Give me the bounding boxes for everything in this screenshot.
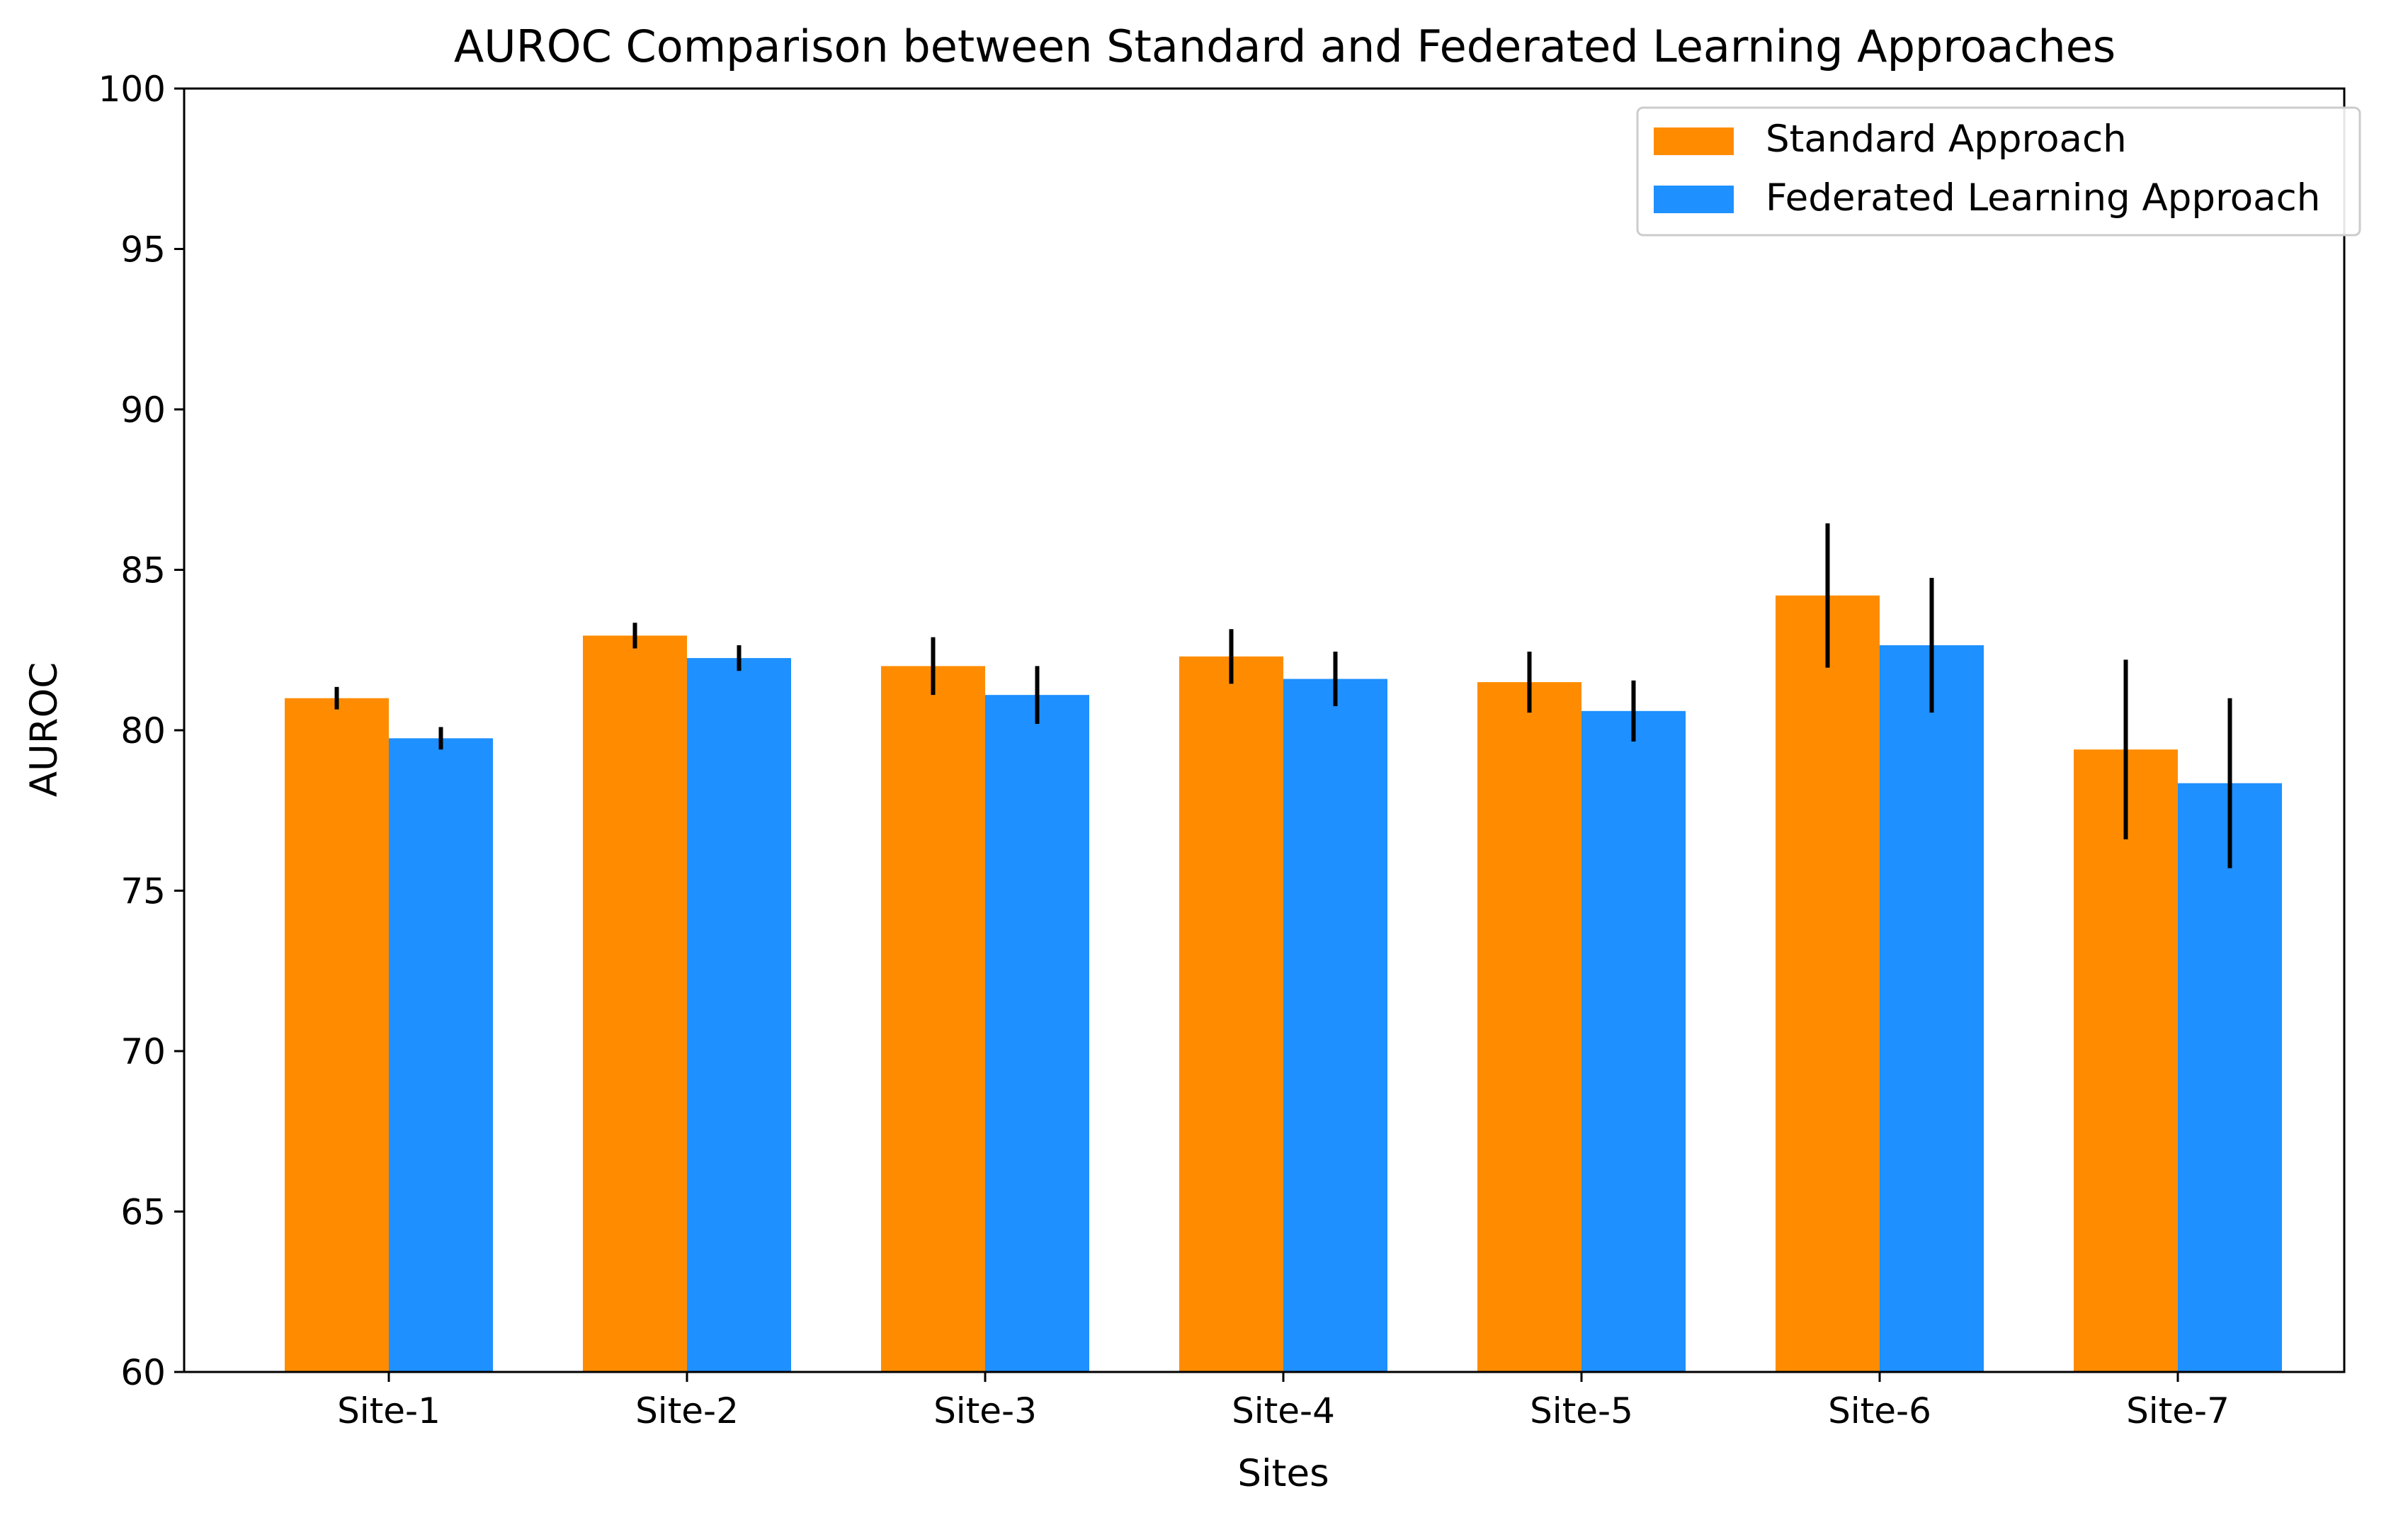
bar-federated-3 (985, 695, 1089, 1372)
legend: Standard Approach Federated Learning App… (1636, 106, 2361, 237)
bar-standard-6 (1776, 595, 1880, 1372)
legend-swatch-standard (1654, 127, 1734, 155)
y-tick-label: 65 (120, 1192, 166, 1233)
bar-federated-5 (1581, 710, 1686, 1372)
bar-federated-7 (2178, 783, 2282, 1372)
x-axis-ticks: Site-1 Site-2 Site-3 Site-4 Site-5 Site-6 Site… (337, 1372, 2230, 1431)
x-tick-label: Site-3 (933, 1390, 1037, 1431)
legend-label-standard: Standard Approach (1766, 118, 2127, 161)
bar-federated-4 (1283, 679, 1387, 1372)
y-tick-label: 100 (98, 69, 166, 110)
y-tick-label: 90 (120, 390, 166, 431)
plot-area (285, 523, 2282, 1372)
bar-federated-1 (389, 738, 493, 1372)
y-tick-label: 75 (120, 871, 166, 912)
bar-federated-6 (1880, 645, 1984, 1372)
y-tick-label: 60 (120, 1352, 166, 1393)
legend-label-federated: Federated Learning Approach (1766, 176, 2320, 220)
x-tick-label: Site-1 (337, 1390, 441, 1431)
x-tick-label: Site-2 (635, 1390, 739, 1431)
x-tick-label: Site-7 (2126, 1390, 2230, 1431)
chart-title: AUROC Comparison between Standard and Fe… (454, 21, 2115, 72)
y-tick-label: 80 (120, 710, 166, 752)
bar-standard-2 (583, 635, 687, 1372)
bar-standard-5 (1477, 682, 1581, 1372)
bar-standard-1 (285, 698, 389, 1372)
bar-federated-2 (687, 658, 791, 1372)
bar-standard-4 (1179, 656, 1283, 1372)
x-tick-label: Site-6 (1828, 1390, 1931, 1431)
x-axis-label: Sites (1237, 1452, 1329, 1495)
bar-standard-3 (881, 666, 985, 1372)
y-axis-ticks: 60 65 70 75 80 85 90 95 100 (98, 69, 184, 1393)
x-tick-label: Site-5 (1530, 1390, 1633, 1431)
legend-box (1636, 106, 2361, 237)
legend-swatch-federated (1654, 186, 1734, 213)
y-tick-label: 85 (120, 550, 166, 591)
y-axis-label: AUROC (23, 662, 66, 798)
x-tick-label: Site-4 (1232, 1390, 1335, 1431)
y-tick-label: 70 (120, 1031, 166, 1072)
bar-standard-7 (2074, 749, 2178, 1372)
y-tick-label: 95 (120, 229, 166, 271)
